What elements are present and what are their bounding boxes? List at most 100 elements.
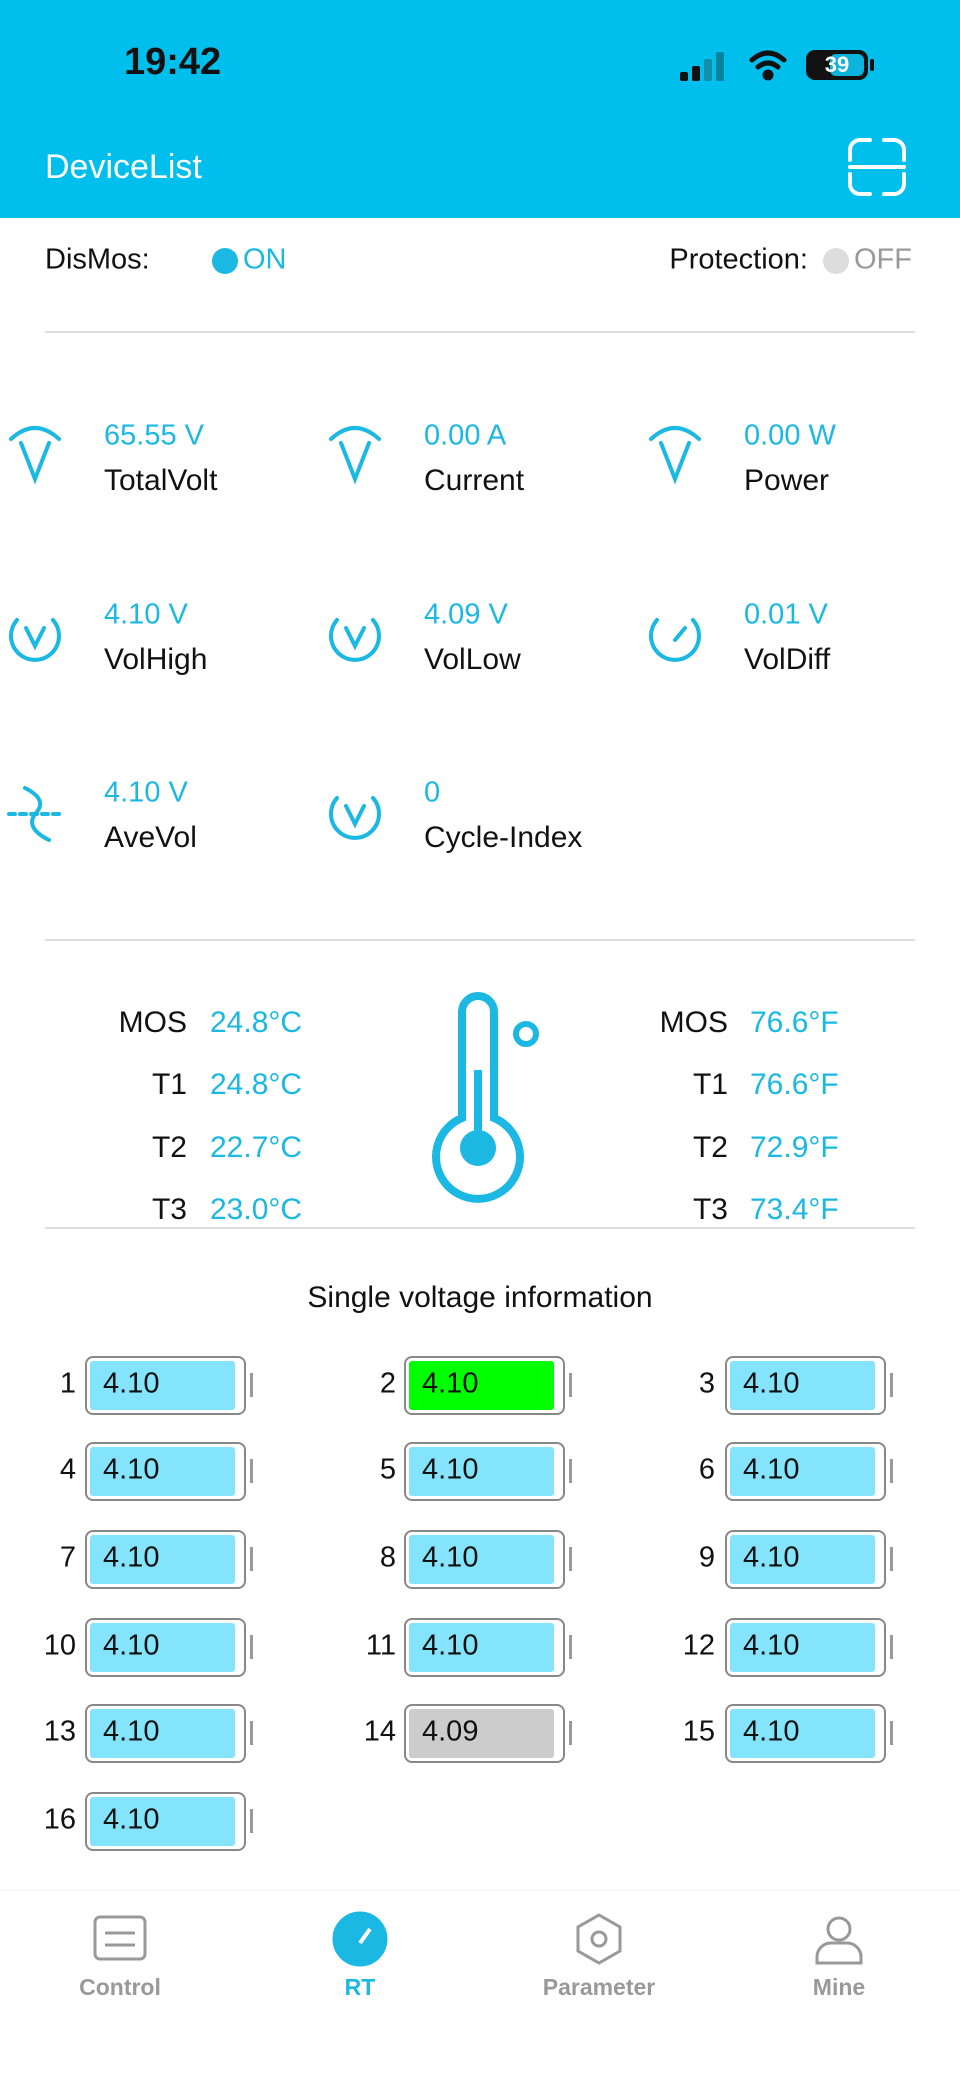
cell-index: 6 [699,1454,715,1486]
cell-index: 12 [683,1630,715,1662]
nav-icon[interactable] [332,1911,388,1967]
icon-ring [329,618,381,662]
cell-fill [730,1623,875,1672]
battery-icon: 39 [806,50,874,80]
icon-ring [329,796,381,840]
icon-glyph [659,441,691,485]
icon-arc [329,426,381,441]
cell-value: 4.10 [103,1716,159,1748]
metric-label: AveVol [104,821,197,854]
icon-glyph [673,626,687,642]
cell-value: 4.10 [422,1454,478,1486]
cell-index: 1 [60,1368,76,1400]
cell-index: 11 [366,1630,396,1662]
icon-dot [590,1930,608,1948]
cells-title: Single voltage information [307,1281,652,1314]
nav-label[interactable]: Mine [813,1974,865,2000]
cell-nub [890,1459,893,1483]
cell-index: 10 [44,1630,76,1662]
cell-value: 4.10 [103,1804,159,1836]
scan-button[interactable] [848,138,906,196]
icon-body [815,1941,863,1965]
icon-glyph [339,441,371,485]
icon-glyph [19,441,51,485]
protection-value: OFF [854,244,912,276]
icon-ring [649,618,701,662]
cell-value: 4.10 [743,1542,799,1574]
cell-index: 5 [380,1454,396,1486]
header-title[interactable]: DeviceList [45,148,202,186]
temp-value: 76.6°F [750,1006,839,1039]
metric-value: 0.01 V [744,599,828,631]
cell-nub [569,1547,572,1571]
cell-nub [250,1459,253,1483]
metric-value: 0 [424,777,440,809]
cell-value: 4.09 [422,1716,478,1748]
cell-index: 7 [60,1542,76,1574]
cell-index: 15 [683,1716,715,1748]
cell-value: 4.10 [422,1368,478,1400]
status-time: 19:42 [124,41,221,83]
cell-value: 4.10 [422,1630,478,1662]
temp-label: T3 [693,1193,728,1226]
protection-indicator [823,248,849,274]
temp-value: 73.4°F [750,1193,839,1226]
cell-index: 4 [60,1454,76,1486]
icon-head [826,1916,852,1942]
cell-nub [890,1721,893,1745]
temp-label: T2 [693,1131,728,1164]
metric-icon [329,426,381,485]
thermometer-icon [432,992,539,1203]
nav-icon[interactable] [815,1916,863,1965]
cell-index: 8 [380,1542,396,1574]
metric-label: Cycle-Index [424,821,582,854]
metric-icon [7,786,63,842]
nav-label[interactable]: RT [345,1974,376,2000]
cell-value: 4.10 [103,1542,159,1574]
temp-label: MOS [660,1006,728,1039]
cell-index: 9 [699,1542,715,1574]
cell-value: 4.10 [103,1630,159,1662]
temp-label: T2 [152,1131,187,1164]
metric-icon [9,426,61,485]
icon-arc [9,426,61,441]
metric-label: VolHigh [104,643,207,676]
metric-icon [9,618,61,662]
temp-label: MOS [119,1006,187,1039]
cell-fill [730,1535,875,1584]
metric-label: VolDiff [744,643,831,676]
temp-value: 24.8°C [210,1006,302,1039]
metric-icon [649,618,701,662]
nav-icon[interactable] [576,1913,622,1965]
cell-index: 2 [380,1368,396,1400]
nav-icon[interactable] [93,1915,147,1961]
temp-value: 23.0°C [210,1193,302,1226]
cell-value: 4.10 [422,1542,478,1574]
metric-value: 4.10 V [104,777,188,809]
icon-box [93,1915,147,1961]
cell-nub [250,1635,253,1659]
temp-value: 76.6°F [750,1068,839,1101]
temp-label: T3 [152,1193,187,1226]
cell-value: 4.10 [743,1454,799,1486]
temp-value: 22.7°C [210,1131,302,1164]
cell-nub [890,1373,893,1397]
cell-index: 3 [699,1368,715,1400]
dismos-indicator [212,248,238,274]
temp-label: T1 [152,1068,187,1101]
cell-fill [730,1447,875,1496]
cell-nub [569,1373,572,1397]
header-bg [0,0,960,218]
wifi-icon [749,50,787,81]
metric-value: 65.55 V [104,420,205,452]
cell-value: 4.10 [103,1368,159,1400]
nav-label[interactable]: Control [79,1974,161,2000]
cell-fill [409,1361,554,1410]
nav-label[interactable]: Parameter [543,1974,656,2000]
cell-nub [250,1809,253,1833]
cell-fill [409,1535,554,1584]
metric-icon [329,796,381,840]
cell-fill [90,1709,235,1758]
